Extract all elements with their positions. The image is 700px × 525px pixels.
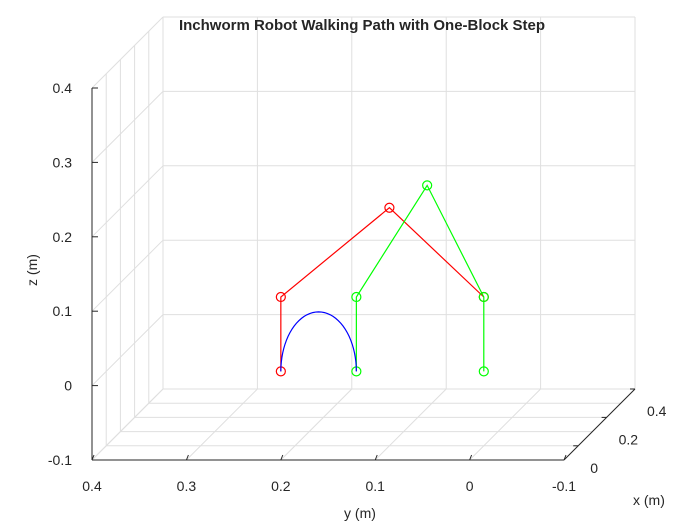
data-point (478, 366, 489, 377)
gridline (91, 239, 164, 312)
swing-arc (280, 311, 357, 372)
gridline (374, 388, 447, 461)
y-axis-label: y (m) (344, 505, 376, 521)
axes (91, 87, 636, 461)
y-tick (185, 454, 189, 461)
z-tick-label: 0.1 (53, 303, 73, 319)
x-tick-label: 0 (590, 460, 598, 476)
y-tick (563, 454, 567, 461)
gridline (91, 91, 164, 163)
tick-labels: -0.1 0 0.1 0.2 0.3 0.4 0.4 0.3 0.2 0.1 0 -0.1 0 0.2 0.… (48, 80, 667, 494)
chart-title: Inchworm Robot Walking Path with One-Blo… (179, 17, 545, 34)
z-axis-label: z (m) (24, 254, 40, 286)
z-tick-label: 0.3 (53, 154, 73, 170)
data-series (275, 180, 489, 377)
x-tick-label: 0.4 (647, 403, 667, 419)
data-point (422, 180, 433, 191)
y-tick-label: -0.1 (552, 478, 576, 494)
gridline (186, 388, 258, 461)
z-tick-label: -0.1 (48, 452, 72, 468)
gridline (91, 16, 164, 89)
y-tick-label: 0 (466, 478, 474, 494)
data-point (351, 291, 362, 303)
data-point (384, 202, 395, 213)
data-point (478, 291, 489, 303)
y-tick-label: 0.2 (271, 478, 291, 494)
series-line (355, 184, 485, 372)
x-axis-line (563, 388, 636, 461)
gridline (91, 314, 164, 386)
y-tick (469, 454, 473, 461)
y-tick-label: 0.3 (177, 478, 197, 494)
z-tick-label: 0 (64, 378, 72, 394)
gridline (280, 388, 353, 461)
series-line (280, 206, 485, 372)
z-tick-label: 0.2 (53, 229, 73, 245)
z-tick-label: 0.4 (53, 80, 73, 96)
y-tick (280, 454, 284, 461)
data-point (275, 291, 286, 303)
gridline (91, 388, 164, 461)
x-axis-label: x (m) (633, 492, 665, 508)
y-tick-label: 0.4 (82, 478, 102, 494)
gridline (91, 165, 164, 238)
y-tick-label: 0.1 (365, 478, 385, 494)
y-tick (91, 454, 95, 461)
grid (91, 16, 636, 461)
gridline (469, 388, 541, 461)
y-tick (374, 454, 378, 461)
x-tick-label: 0.2 (619, 431, 639, 447)
